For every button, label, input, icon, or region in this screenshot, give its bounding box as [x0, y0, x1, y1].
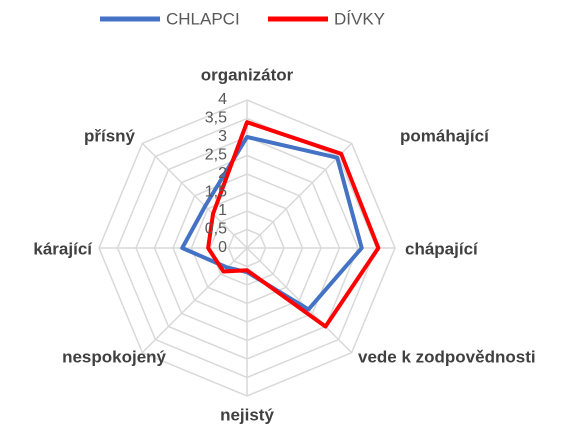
- tick-label: 1,5: [205, 184, 227, 201]
- tick-label: 4: [218, 91, 227, 108]
- tick-label: 3,5: [205, 110, 227, 127]
- tick-label: 1: [218, 202, 227, 219]
- tick-label: 0,5: [205, 221, 227, 238]
- legend-label: CHLAPCI: [166, 9, 240, 28]
- axis-label: pomáhající: [400, 126, 490, 145]
- spoke: [141, 247, 248, 354]
- axis-label: nespokojený: [62, 347, 166, 366]
- series-line: [206, 120, 381, 329]
- axis-label: organizátor: [201, 65, 294, 84]
- spoke: [246, 142, 353, 249]
- tick-label: 2,5: [205, 147, 227, 164]
- tick-label: 2: [218, 165, 227, 182]
- tick-label: 0: [218, 239, 227, 256]
- legend-label: DÍVKY: [334, 9, 385, 28]
- axis-label: chápající: [405, 239, 479, 258]
- axis-label: vede k zodpovědnosti: [358, 347, 536, 366]
- axis-label: nejistý: [220, 405, 274, 424]
- axis-label: přísný: [84, 126, 136, 145]
- tick-label: 3: [218, 128, 227, 145]
- spoke: [246, 247, 353, 354]
- axis-label: kárající: [33, 239, 93, 258]
- spoke: [141, 142, 248, 249]
